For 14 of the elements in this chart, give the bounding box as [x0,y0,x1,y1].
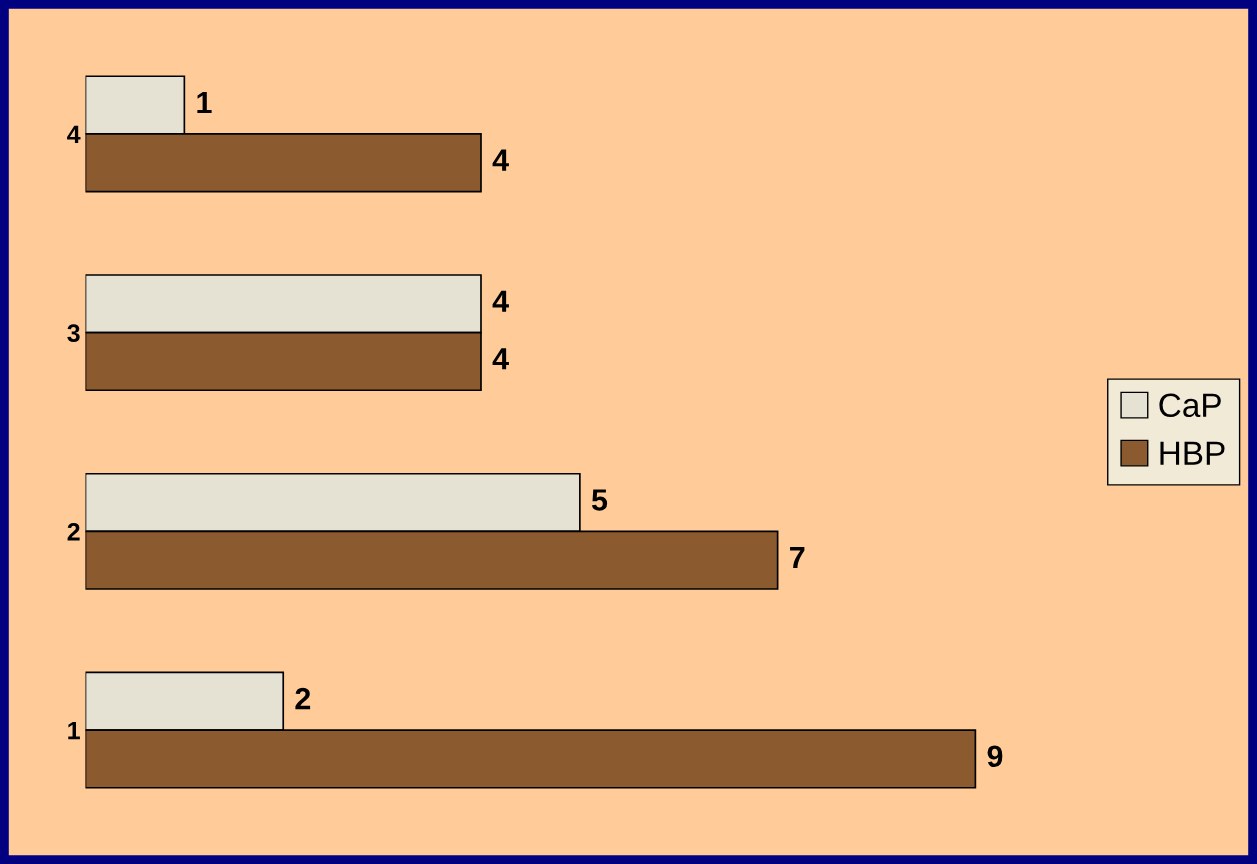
y-tick-label: 3 [67,324,80,342]
data-label: 4 [492,348,509,370]
legend-label: CaP [1159,393,1221,418]
data-label: 7 [790,547,805,569]
data-label: 2 [295,687,311,710]
data-label: 4 [492,290,509,312]
y-tick-label: 4 [67,125,81,143]
data-label: 1 [197,91,212,114]
data-label: 9 [987,745,1003,768]
y-tick-label: 2 [67,522,80,541]
data-label: 5 [591,489,608,511]
legend-label: HBP [1160,441,1225,465]
data-label: 4 [492,149,509,171]
y-tick-label: 1 [68,721,80,740]
